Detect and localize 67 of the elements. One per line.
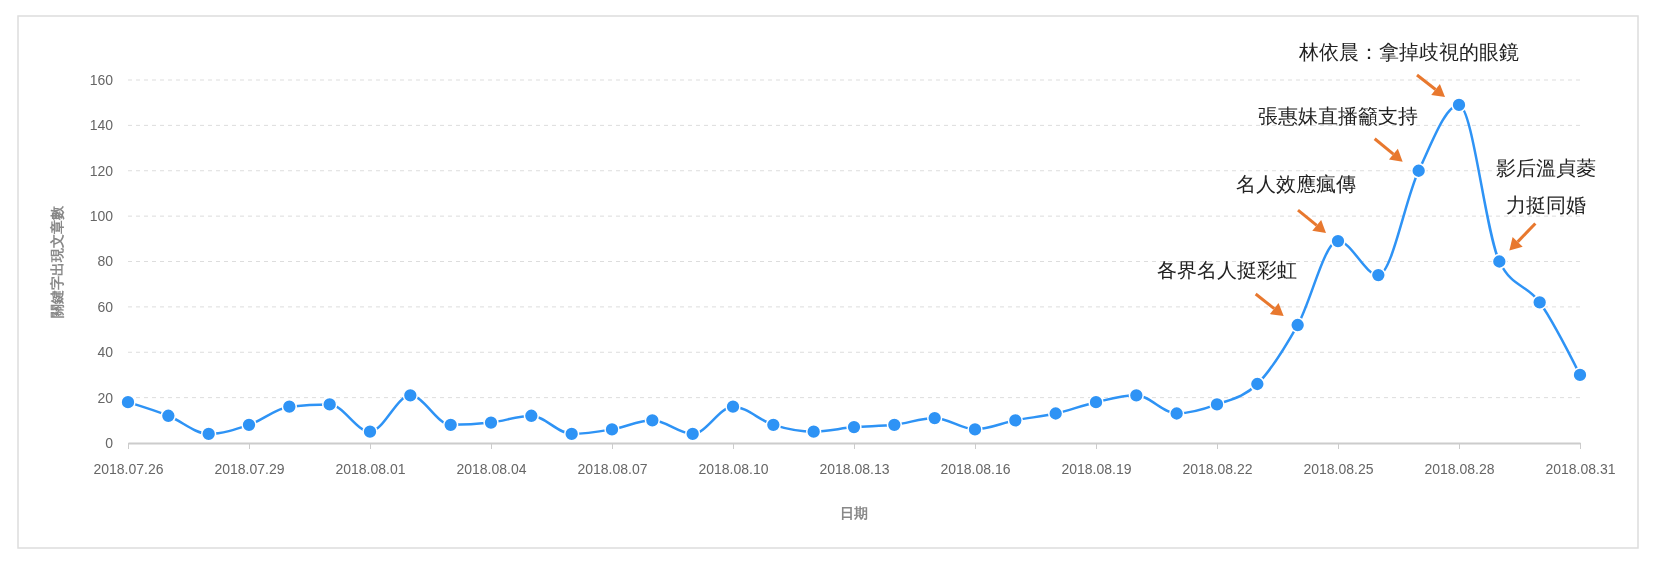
x-tick-label: 2018.08.10 bbox=[698, 461, 769, 478]
point bbox=[1169, 405, 1185, 422]
point bbox=[1532, 294, 1548, 310]
x-tick-label: 2018.07.29 bbox=[214, 461, 285, 478]
point bbox=[1249, 376, 1265, 392]
y-tick-label: 120 bbox=[89, 162, 114, 179]
point bbox=[1370, 267, 1386, 283]
point bbox=[483, 414, 499, 431]
point bbox=[685, 426, 701, 442]
x-tick-label: 2018.08.31 bbox=[1545, 461, 1616, 478]
point bbox=[564, 426, 580, 442]
point bbox=[1411, 163, 1427, 179]
point bbox=[927, 410, 943, 426]
y-tick-label: 40 bbox=[97, 344, 114, 361]
point bbox=[281, 399, 297, 415]
y-tick-label: 80 bbox=[97, 253, 114, 270]
point bbox=[725, 399, 741, 415]
x-tick-label: 2018.07.26 bbox=[93, 461, 164, 478]
point bbox=[1048, 405, 1064, 422]
point bbox=[1330, 233, 1346, 249]
point bbox=[1572, 367, 1588, 383]
point bbox=[1290, 317, 1306, 333]
point bbox=[322, 396, 338, 413]
point bbox=[241, 417, 257, 433]
y-tick-label: 60 bbox=[97, 298, 114, 315]
point bbox=[806, 424, 822, 440]
point bbox=[765, 417, 781, 433]
point bbox=[967, 421, 983, 438]
point bbox=[201, 426, 217, 442]
x-tick-label: 2018.08.04 bbox=[456, 461, 527, 478]
x-tick-label: 2018.08.25 bbox=[1303, 461, 1374, 478]
annotation: 張惠妹直播籲支持 bbox=[1257, 103, 1418, 128]
point bbox=[1007, 412, 1023, 428]
point bbox=[362, 424, 378, 440]
point bbox=[402, 387, 418, 403]
point bbox=[886, 417, 902, 433]
y-tick-label: 0 bbox=[105, 434, 114, 451]
point bbox=[1451, 97, 1467, 113]
point bbox=[1128, 387, 1144, 403]
point bbox=[523, 408, 539, 424]
point bbox=[120, 394, 136, 410]
x-tick-label: 2018.08.13 bbox=[819, 461, 890, 478]
annotation: 力挺同婚 bbox=[1506, 192, 1587, 217]
point bbox=[160, 408, 176, 424]
point bbox=[1209, 396, 1225, 413]
point bbox=[604, 421, 620, 438]
annotation: 影后溫貞菱 bbox=[1496, 156, 1596, 180]
annotation: 林依晨：拿掉歧視的眼鏡 bbox=[1298, 39, 1519, 64]
y-axis-title: 關鍵字出現文章數 bbox=[49, 204, 65, 318]
y-tick-label: 160 bbox=[89, 71, 114, 88]
y-tick-label: 20 bbox=[97, 389, 114, 406]
point bbox=[846, 419, 862, 435]
annotation: 名人效應瘋傳 bbox=[1236, 172, 1356, 197]
point bbox=[1491, 253, 1507, 270]
x-tick-label: 2018.08.01 bbox=[335, 461, 406, 478]
x-tick-label: 2018.08.07 bbox=[577, 461, 648, 478]
annotation: 各界名人挺彩虹 bbox=[1156, 258, 1297, 283]
x-axis-title: 日期 bbox=[840, 505, 868, 521]
point bbox=[443, 417, 459, 433]
x-tick-label: 2018.08.16 bbox=[940, 461, 1011, 478]
point bbox=[1088, 394, 1104, 410]
x-tick-label: 2018.08.28 bbox=[1424, 461, 1495, 478]
y-tick-label: 140 bbox=[89, 117, 114, 134]
x-tick-label: 2018.08.19 bbox=[1061, 461, 1132, 478]
y-tick-label: 100 bbox=[89, 208, 114, 225]
point bbox=[644, 412, 660, 428]
x-tick-label: 2018.08.22 bbox=[1182, 461, 1253, 478]
